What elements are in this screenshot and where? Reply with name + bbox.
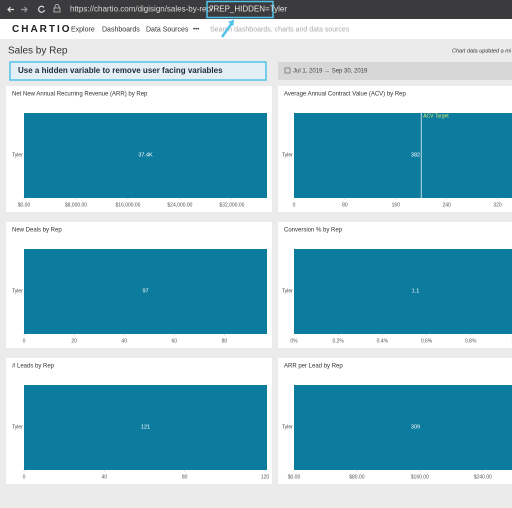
- browser-bar: [0, 0, 512, 19]
- nav-item[interactable]: Data Sources: [146, 26, 189, 33]
- calendar-icon: [284, 67, 291, 74]
- logo[interactable]: CHARTIO: [12, 24, 72, 35]
- category-label: Tyler: [12, 288, 23, 294]
- page-title: Sales by Rep: [8, 46, 68, 57]
- bar: [294, 113, 512, 198]
- x-tick-label: 0.8%: [465, 338, 477, 344]
- x-tick-label: 320: [493, 202, 502, 208]
- bar: [24, 385, 267, 470]
- date-filter[interactable]: [278, 62, 512, 80]
- chart-title: ARR per Lead by Rep: [284, 364, 343, 370]
- url-param: ?REP_HIDDEN=Tyler: [209, 5, 287, 14]
- x-tick-label: 60: [172, 338, 178, 344]
- value-label: 309: [411, 424, 420, 430]
- x-tick-label: 40: [102, 474, 108, 480]
- x-tick-label: $160.00: [411, 474, 429, 480]
- x-tick-label: 160: [392, 202, 401, 208]
- category-label: Tyler: [282, 288, 293, 294]
- x-tick-label: 0: [23, 338, 26, 344]
- x-tick-label: 20: [71, 338, 77, 344]
- x-tick-label: 80: [182, 474, 188, 480]
- x-tick-label: $0.00: [18, 202, 31, 208]
- x-tick-label: $32,000.00: [219, 202, 244, 208]
- x-tick-label: 0: [23, 474, 26, 480]
- date-range[interactable]: Jul 1, 2019 → Sep 30, 2019: [293, 69, 368, 75]
- value-label: 97: [142, 288, 148, 294]
- x-tick-label: $240.00: [474, 474, 492, 480]
- x-tick-label: 0.4%: [377, 338, 389, 344]
- back-button[interactable]: [7, 6, 14, 13]
- x-tick-label: $24,000.00: [167, 202, 192, 208]
- x-tick-label: 80: [342, 202, 348, 208]
- nav-item[interactable]: •••: [193, 27, 199, 33]
- x-tick-label: $0.00: [288, 474, 301, 480]
- chart-title: Conversion % by Rep: [284, 228, 343, 234]
- chart-title: New Deals by Rep: [12, 228, 62, 234]
- x-tick-label: $8,000.00: [65, 202, 87, 208]
- lock-icon: [53, 4, 61, 13]
- x-tick-label: $16,000.00: [115, 202, 140, 208]
- nav-bar: [0, 19, 512, 39]
- bar: [24, 113, 267, 198]
- bar: [294, 249, 512, 334]
- x-tick-label: 40: [121, 338, 127, 344]
- callout-arrow: [220, 22, 234, 38]
- x-tick-label: 240: [442, 202, 451, 208]
- category-label: Tyler: [282, 424, 293, 430]
- x-tick-label: 80: [222, 338, 228, 344]
- value-label: 37.4K: [138, 152, 153, 158]
- category-label: Tyler: [282, 152, 293, 158]
- x-tick-label: 0.6%: [421, 338, 433, 344]
- callout-arrowhead: [228, 19, 234, 26]
- value-label: 1.1: [412, 288, 420, 294]
- nav-item[interactable]: Dashboards: [102, 26, 140, 33]
- status-text: Chart data updated a mi: [452, 48, 512, 54]
- search-input[interactable]: Search dashboards, charts and data sourc…: [210, 26, 350, 33]
- target-label: ACV Target: [423, 113, 449, 119]
- bar: [294, 385, 512, 470]
- forward-button[interactable]: [21, 6, 28, 13]
- value-label: 121: [141, 424, 150, 430]
- nav-item[interactable]: Explore: [71, 26, 95, 33]
- chart-title: Average Annual Contract Value (ACV) by R…: [284, 92, 407, 98]
- category-label: Tyler: [12, 152, 23, 158]
- reload-button[interactable]: [38, 5, 46, 13]
- bar: [24, 249, 267, 334]
- x-tick-label: 0%: [290, 338, 298, 344]
- url-param-highlight: [206, 0, 274, 19]
- annotation: Use a hidden variable to remove user fac…: [18, 66, 223, 75]
- annotation-box: [9, 61, 267, 81]
- x-tick-label: 120: [261, 474, 270, 480]
- x-tick-label: 0.2%: [332, 338, 344, 344]
- chart-title: Net New Annual Recurring Revenue (ARR) b…: [12, 92, 148, 98]
- category-label: Tyler: [12, 424, 23, 430]
- chart-title: # Leads by Rep: [12, 364, 55, 370]
- value-label: 382: [411, 152, 420, 158]
- x-tick-label: 0: [293, 202, 296, 208]
- x-tick-label: $80.00: [349, 474, 365, 480]
- url[interactable]: https://chartio.com/digisign/sales-by-re…: [70, 5, 214, 14]
